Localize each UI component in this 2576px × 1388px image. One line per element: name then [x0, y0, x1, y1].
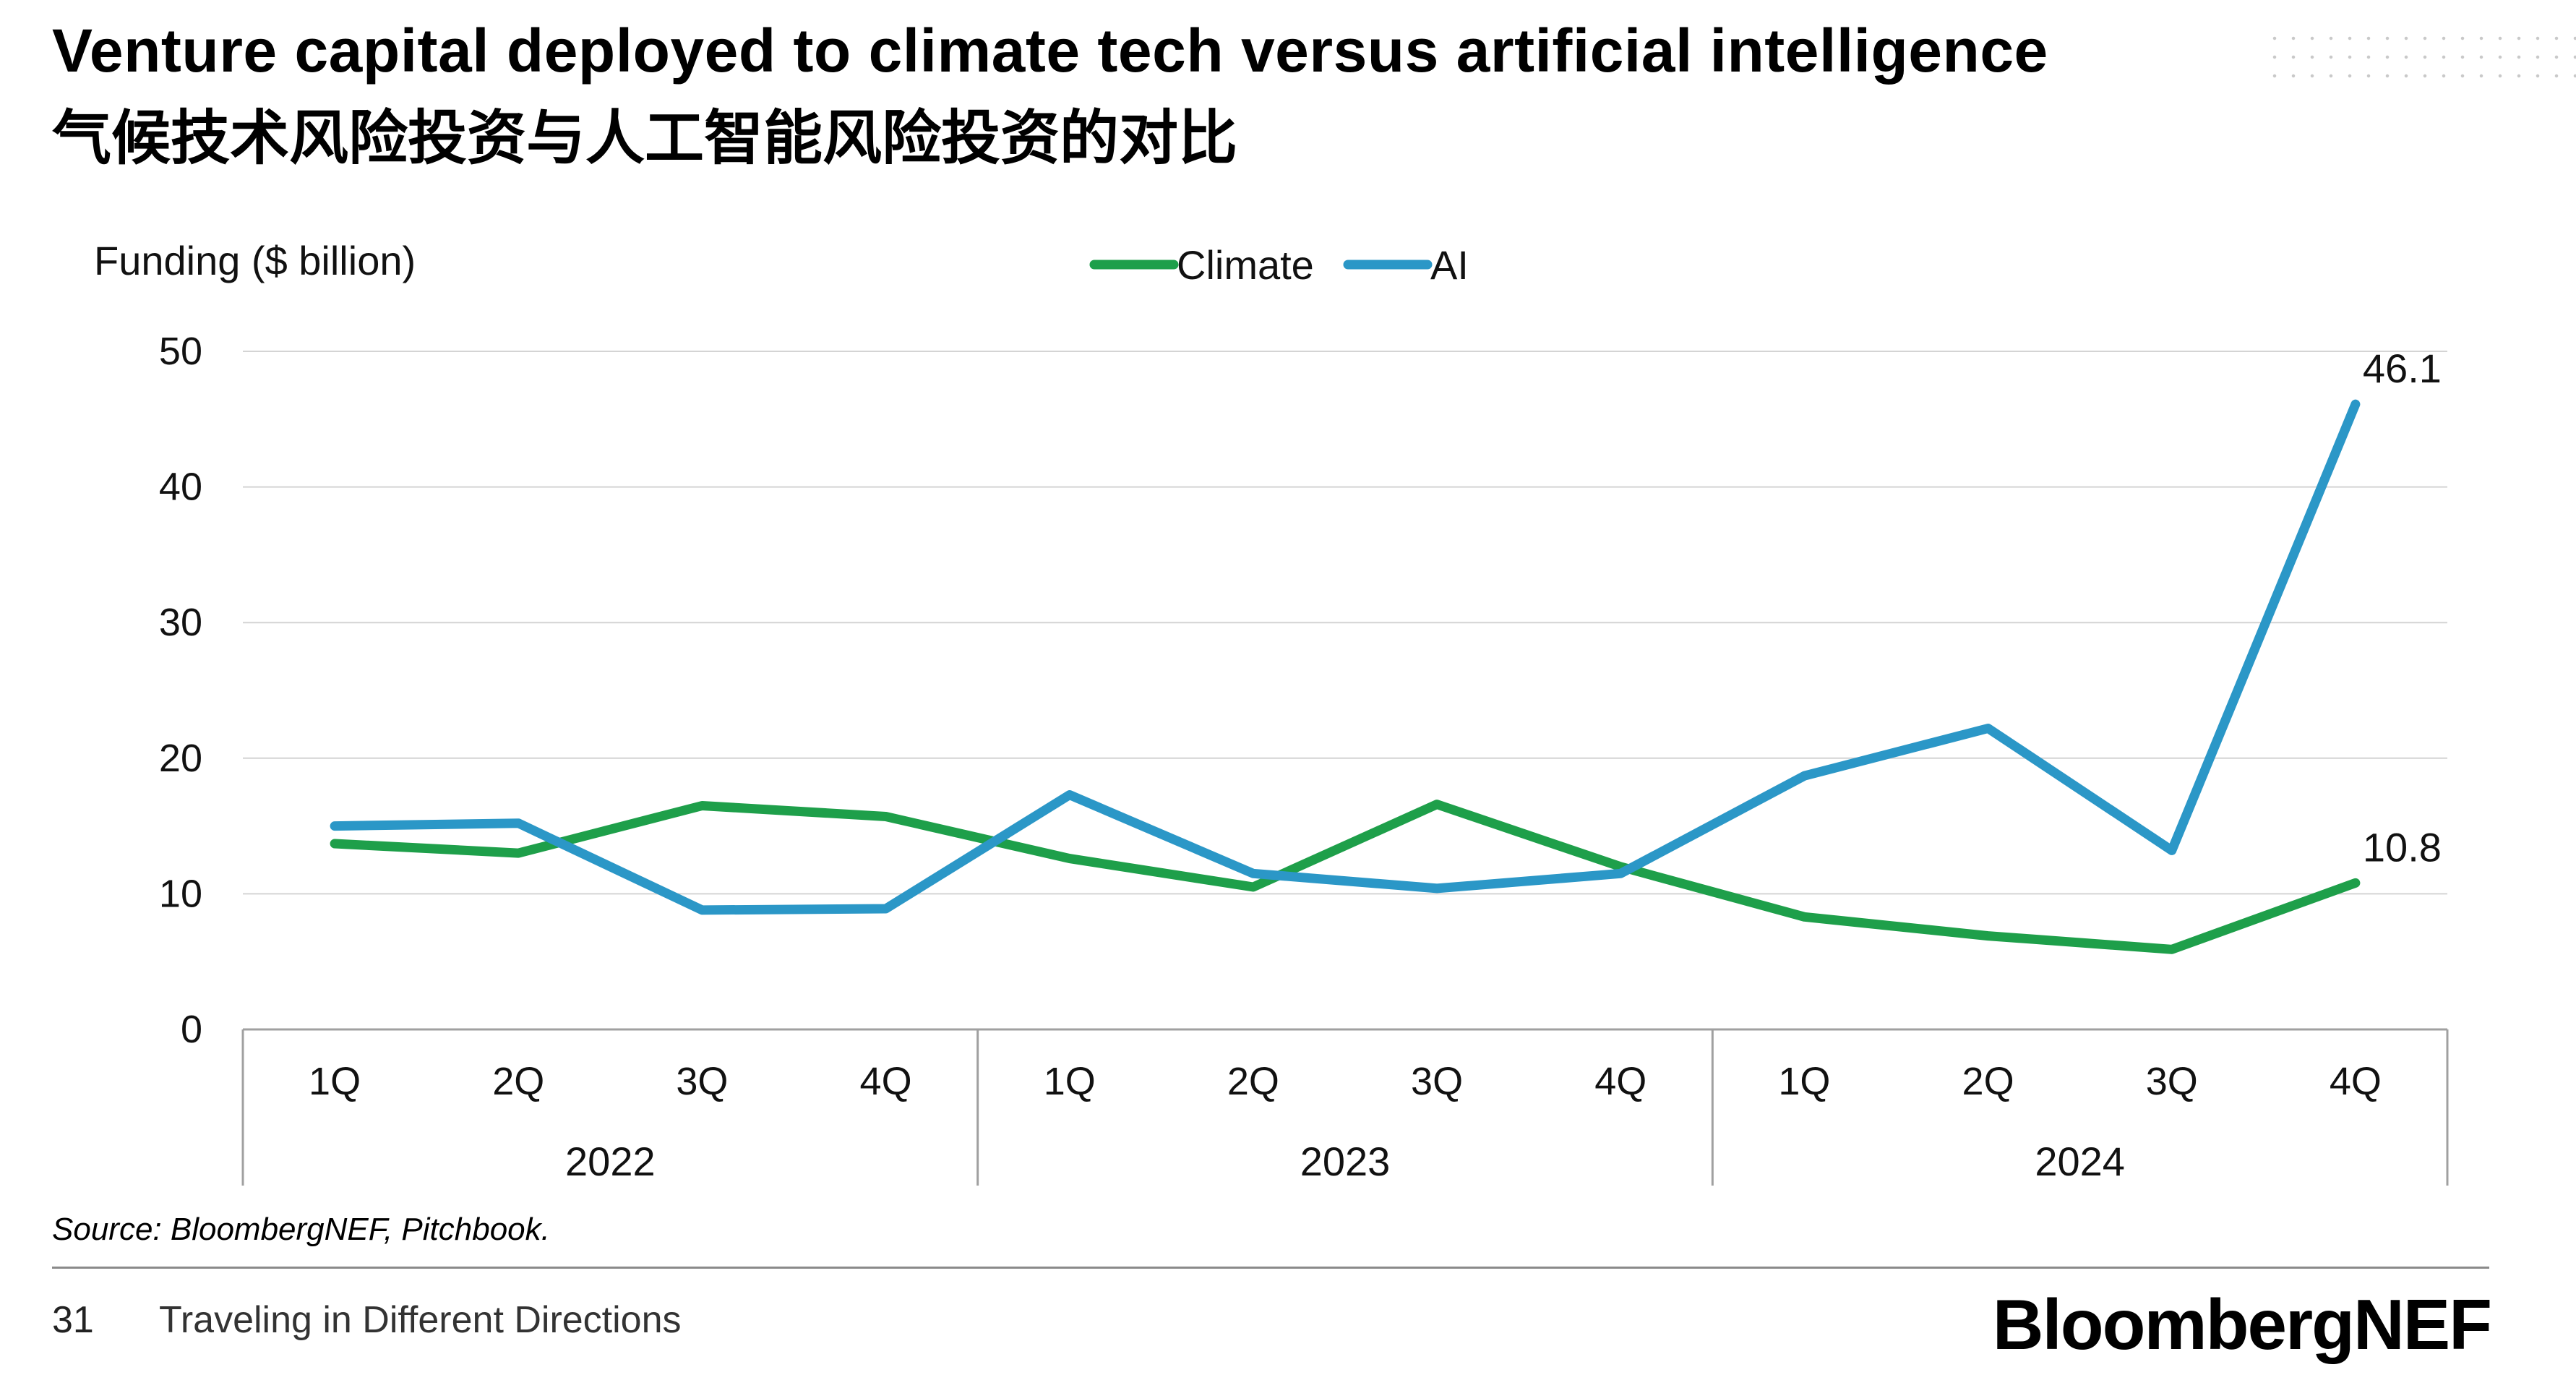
decorative-dot-pattern: [2265, 29, 2576, 80]
x-tick-label: 1Q: [1044, 1060, 1096, 1103]
x-group-label: 2024: [2035, 1139, 2125, 1184]
x-group-label: 2022: [565, 1139, 656, 1184]
series-line-climate: [330, 800, 2361, 954]
x-tick-label: 4Q: [860, 1060, 912, 1103]
y-tick-label: 40: [159, 466, 202, 509]
legend: Climate AI: [1089, 242, 1469, 288]
x-tick-label: 4Q: [1594, 1060, 1647, 1103]
section-title: Traveling in Different Directions: [159, 1299, 682, 1341]
x-tick-label: 3Q: [676, 1060, 728, 1103]
legend-label: Climate: [1177, 242, 1314, 288]
series-line-ai: [330, 399, 2361, 915]
y-tick-label: 50: [159, 330, 202, 373]
y-tick-label: 30: [159, 601, 202, 644]
x-tick-label: 3Q: [1411, 1060, 1463, 1103]
x-tick-label: 2Q: [1227, 1060, 1279, 1103]
x-tick-label: 2Q: [1962, 1060, 2014, 1103]
axes: 0 10 20 30 40 50 1Q 2Q 3Q 4Q 1Q 2Q 3Q 4Q 1Q 2Q 3Q 4Q 2022 2…: [159, 330, 2449, 1186]
brand-logo: BloombergNEF: [1992, 1285, 2492, 1364]
x-tick-label: 3Q: [2146, 1060, 2198, 1103]
x-tick-label: 2Q: [492, 1060, 544, 1103]
y-axis-label: Funding ($ billion): [94, 238, 416, 283]
grid-lines: [243, 351, 2447, 895]
x-tick-label: 4Q: [2330, 1060, 2382, 1103]
footer-divider: [52, 1267, 2489, 1269]
page-number: 31: [52, 1299, 94, 1341]
x-group-label: 2023: [1300, 1139, 1391, 1184]
chart-labels: Funding ($ billion) 46.1 10.8: [94, 238, 2442, 870]
y-tick-label: 10: [159, 872, 202, 915]
chart-title-chinese: 气候技术风险投资与人工智能风险投资的对比: [52, 104, 1238, 173]
x-tick-label: 1Q: [1778, 1060, 1830, 1103]
series-lines: [330, 399, 2361, 954]
legend-label: AI: [1430, 242, 1469, 288]
source-note: Source: BloombergNEF, Pitchbook.: [52, 1212, 550, 1247]
chart-title-english: Venture capital deployed to climate tech…: [52, 17, 2048, 85]
x-tick-label: 1Q: [309, 1060, 361, 1103]
y-tick-label: 0: [181, 1008, 202, 1051]
data-label: 46.1: [2363, 346, 2442, 391]
data-label: 10.8: [2363, 824, 2442, 870]
y-tick-label: 20: [159, 737, 202, 780]
